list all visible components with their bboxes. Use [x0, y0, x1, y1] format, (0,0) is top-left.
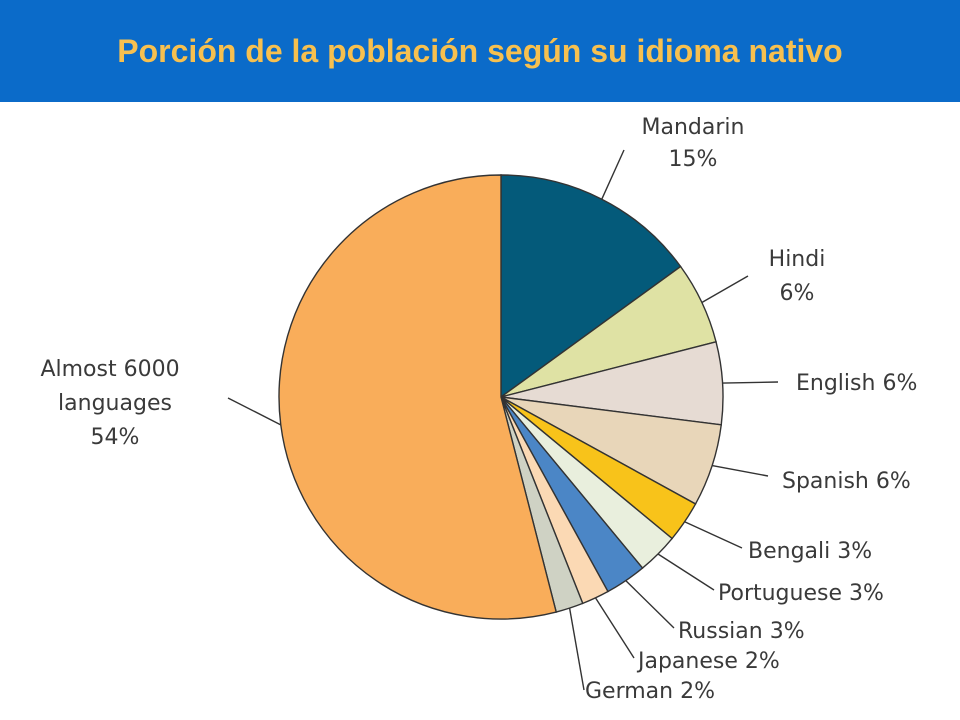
label-hindi-value: 6% [780, 281, 815, 306]
leader-line-portuguese [657, 553, 715, 591]
leader-lines [227, 149, 779, 691]
label-japanese: Japanese 2% [636, 649, 780, 674]
label-mandarin-value: 15% [669, 147, 718, 172]
label-german-value: 2% [680, 679, 715, 704]
label-portuguese-value: 3% [849, 581, 884, 606]
label-hindi-name: Hindi [769, 247, 826, 272]
label-english-value: 6% [882, 371, 917, 396]
label-other-value: 54% [91, 425, 140, 450]
leader-line-spanish [712, 464, 769, 477]
label-spanish-name: Spanish [782, 469, 869, 494]
label-spanish: Spanish 6% [782, 469, 911, 494]
title-banner: Porción de la población según su idioma … [0, 0, 960, 102]
label-mandarin-name: Mandarin [642, 115, 745, 140]
label-other-line1: Almost 6000 [40, 357, 179, 382]
label-english: English 6% [796, 371, 917, 396]
slice-labels: Mandarin 15% Hindi 6% English 6% Spanish… [40, 115, 917, 704]
leader-line-english [722, 381, 779, 384]
label-german: German 2% [585, 679, 715, 704]
leader-line-japanese [594, 597, 635, 659]
label-portuguese-name: Portuguese [718, 581, 842, 606]
label-spanish-value: 6% [876, 469, 911, 494]
page-title: Porción de la población según su idioma … [117, 33, 843, 69]
label-german-name: German [585, 679, 673, 704]
leader-line-russian [625, 580, 675, 629]
leader-line-almost-6000-languages [227, 397, 282, 426]
label-other-line2: languages [58, 391, 172, 416]
label-bengali: Bengali 3% [748, 539, 872, 564]
label-russian: Russian 3% [678, 619, 805, 644]
leader-line-german [568, 608, 585, 691]
label-bengali-value: 3% [837, 539, 872, 564]
label-russian-name: Russian [678, 619, 763, 644]
label-russian-value: 3% [770, 619, 805, 644]
label-english-name: English [796, 371, 875, 396]
label-japanese-name: Japanese [636, 649, 738, 674]
label-bengali-name: Bengali [748, 539, 830, 564]
pie-slice-almost-6000-languages [278, 174, 558, 620]
label-portuguese: Portuguese 3% [718, 581, 884, 606]
pie-slices [278, 174, 724, 620]
leader-line-mandarin [601, 149, 625, 200]
pie-slice-mandarin [500, 174, 682, 399]
leader-line-hindi [701, 275, 749, 304]
label-japanese-value: 2% [745, 649, 780, 674]
leader-line-bengali [684, 521, 743, 549]
